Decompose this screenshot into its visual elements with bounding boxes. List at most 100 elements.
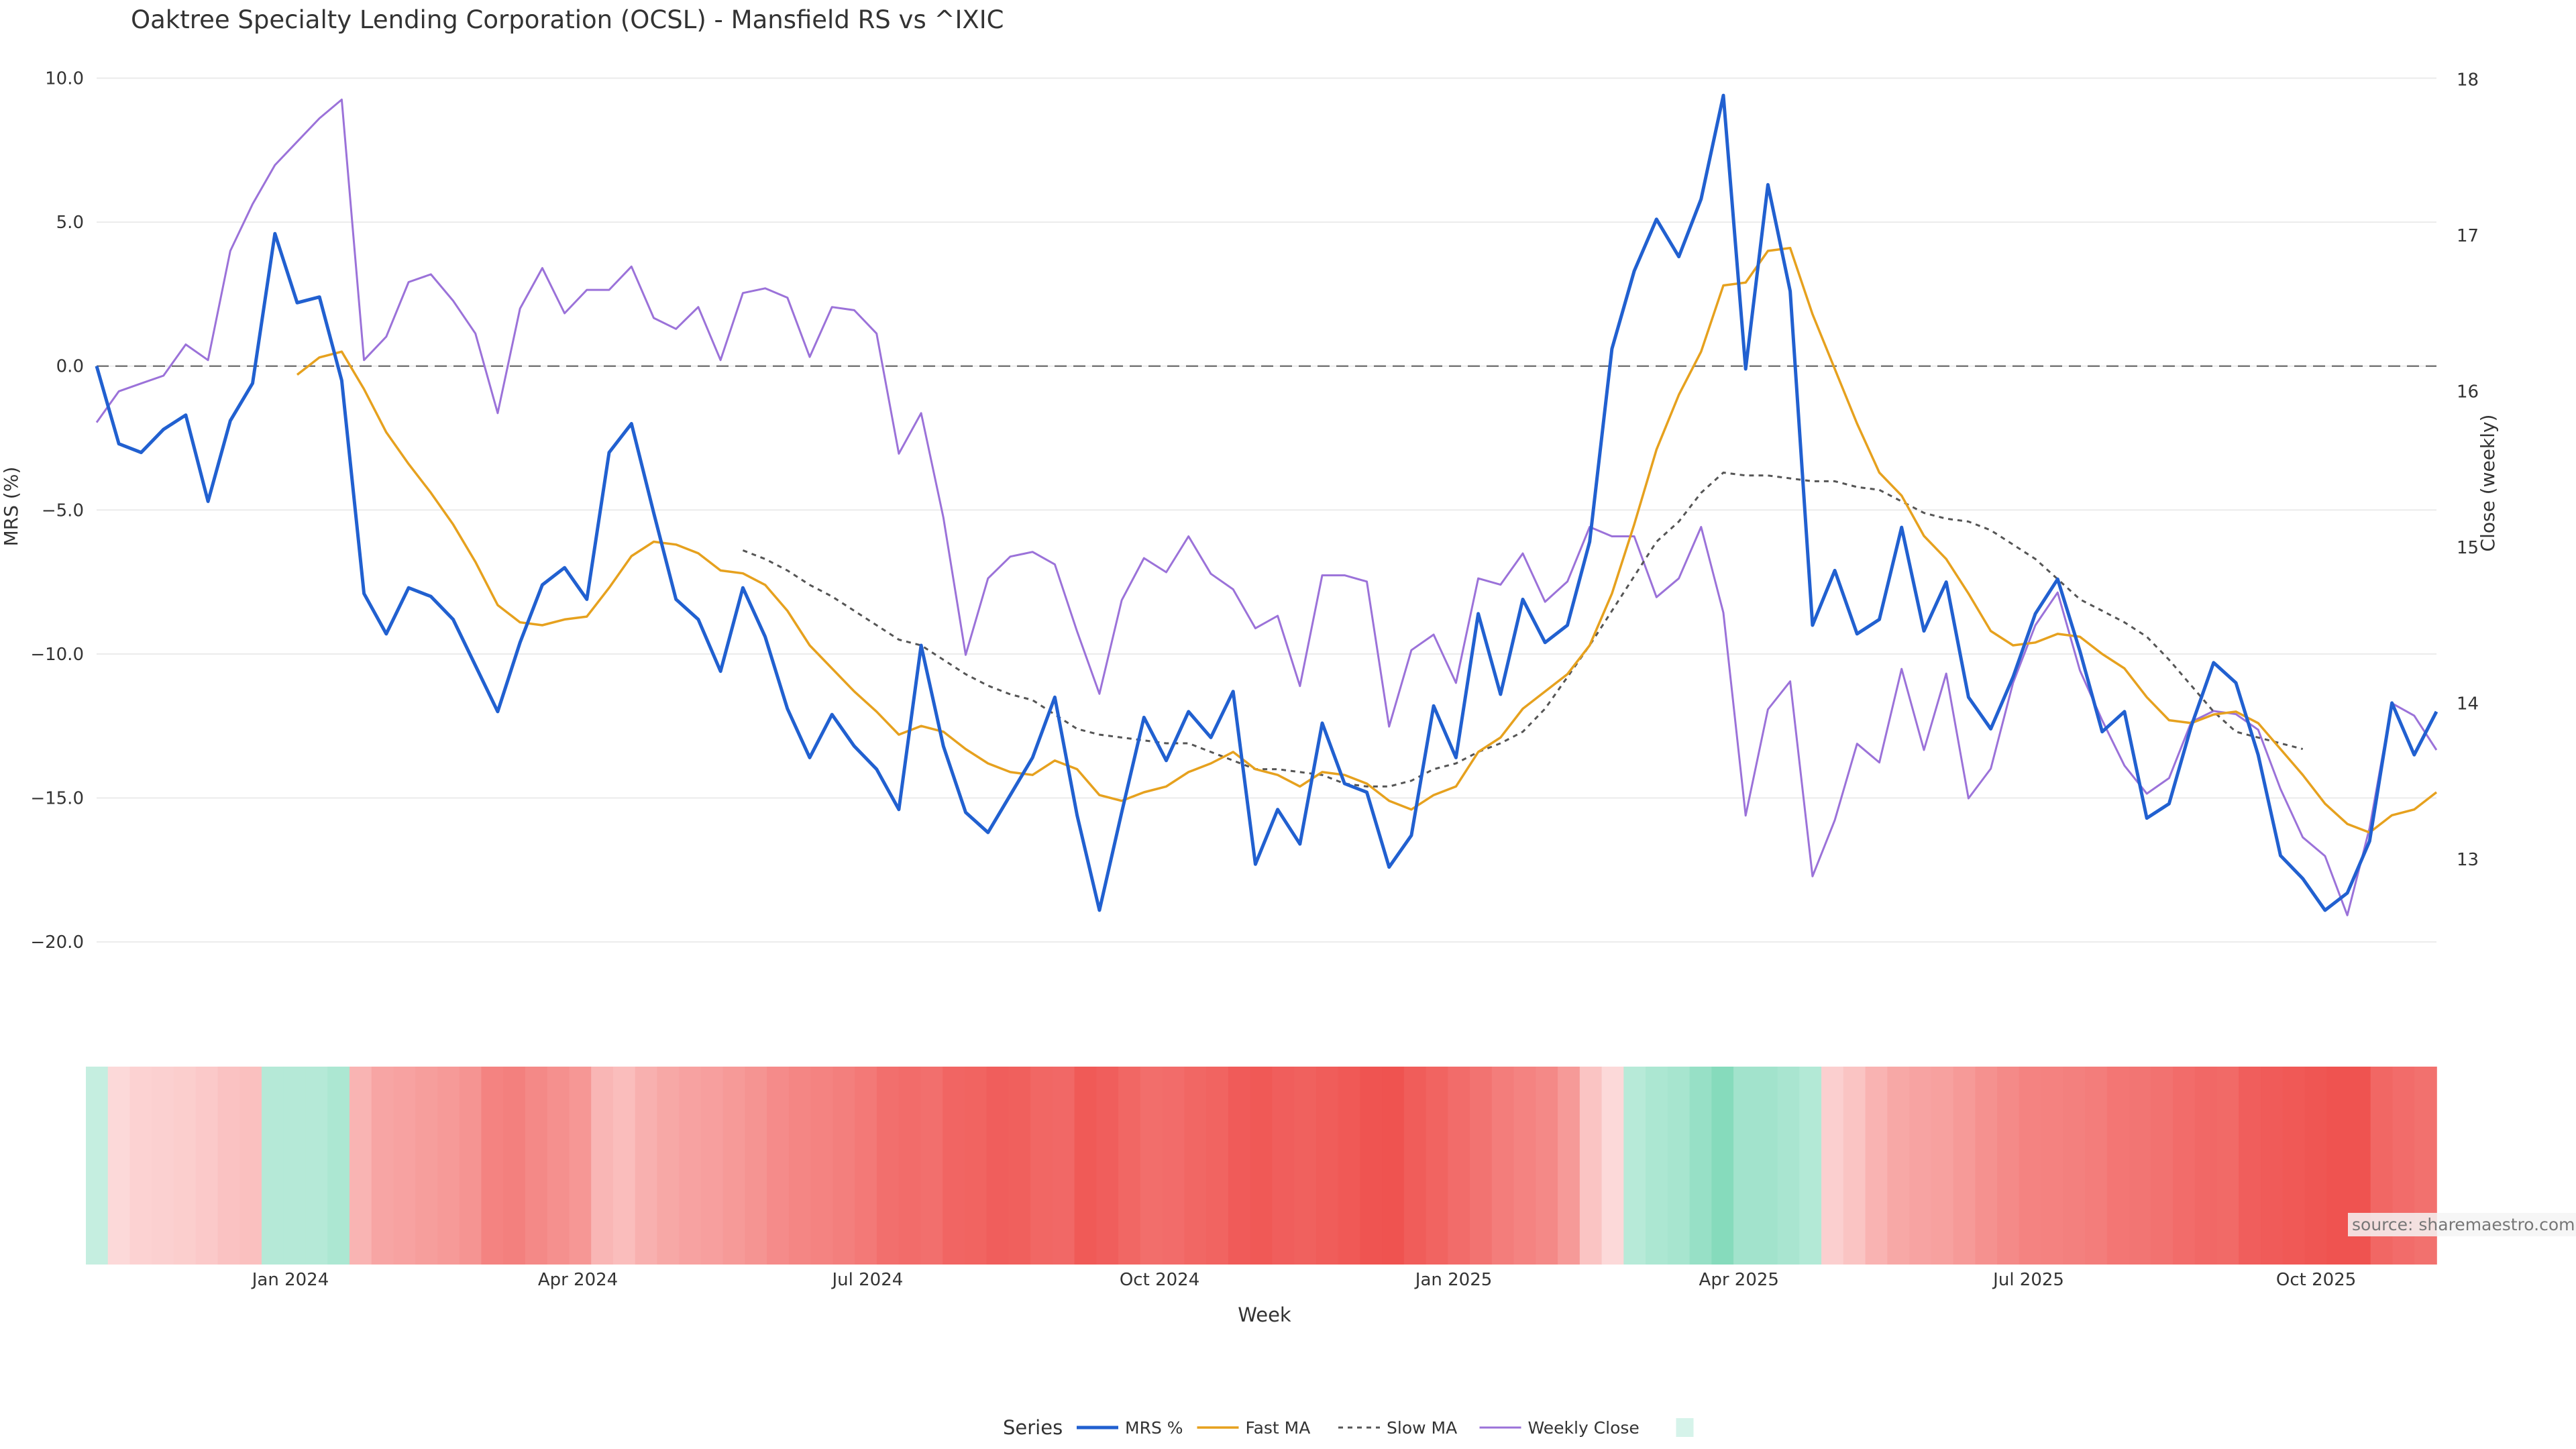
heatmap-cell xyxy=(437,1067,460,1265)
heatmap-cell xyxy=(2216,1067,2240,1265)
heatmap-cell xyxy=(1601,1067,1625,1265)
heatmap-cell xyxy=(1118,1067,1141,1265)
y2-axis-label: Close (weekly) xyxy=(2477,415,2499,552)
x-tick-label: Apr 2025 xyxy=(1699,1270,1779,1290)
heatmap-cell xyxy=(1997,1067,2020,1265)
heatmap-cell xyxy=(195,1067,219,1265)
heatmap-cell xyxy=(283,1067,307,1265)
heatmap-cell xyxy=(1250,1067,1273,1265)
heatmap-cell xyxy=(1096,1067,1119,1265)
heatmap-cell xyxy=(920,1067,943,1265)
heatmap-cell xyxy=(393,1067,417,1265)
y2-axis-ticks: 18 17 16 15 14 13 xyxy=(2457,70,2479,870)
legend-heatmap-swatch xyxy=(1676,1418,1694,1437)
heatmap-cell xyxy=(1162,1067,1185,1265)
heatmap-cell xyxy=(525,1067,548,1265)
heatmap-cell xyxy=(1865,1067,1888,1265)
heatmap-cell xyxy=(2151,1067,2174,1265)
heatmap-cell xyxy=(1667,1067,1690,1265)
heatmap-cell xyxy=(2261,1067,2284,1265)
heatmap-cell xyxy=(547,1067,570,1265)
mrs-line xyxy=(95,93,2438,912)
heatmap-cell xyxy=(1843,1067,1866,1265)
heatmap-cell xyxy=(788,1067,812,1265)
fast-ma-line xyxy=(296,246,2438,834)
heatmap-cell xyxy=(1777,1067,1801,1265)
x-axis-label: Week xyxy=(1238,1303,1291,1326)
x-tick-label: Oct 2024 xyxy=(1120,1270,1199,1290)
heatmap-cell xyxy=(1513,1067,1537,1265)
heatmap-cell xyxy=(1711,1067,1734,1265)
heatmap-cell xyxy=(1338,1067,1361,1265)
x-tick-label: Jul 2024 xyxy=(830,1270,903,1290)
heatmap-cell xyxy=(1646,1067,1668,1265)
heatmap-cell xyxy=(767,1067,790,1265)
heatmap-cell xyxy=(1426,1067,1449,1265)
heatmap-cell xyxy=(1953,1067,1976,1265)
heatmap-cell xyxy=(1052,1067,1075,1265)
heatmap-cell xyxy=(129,1067,153,1265)
heatmap-cell xyxy=(657,1067,680,1265)
heatmap-cell xyxy=(2194,1067,2218,1265)
heatmap-cell xyxy=(415,1067,438,1265)
heatmap-cell xyxy=(1689,1067,1713,1265)
heatmap-cell xyxy=(327,1067,350,1265)
y-tick-label: −20.0 xyxy=(30,932,84,953)
heatmap-cell xyxy=(855,1067,877,1265)
heatmap-cell xyxy=(1821,1067,1844,1265)
heatmap-cell xyxy=(1074,1067,1097,1265)
heatmap-cell xyxy=(1184,1067,1207,1265)
x-tick-label: Jan 2024 xyxy=(251,1270,329,1290)
heatmap-cell xyxy=(305,1067,329,1265)
y2-tick-label: 16 xyxy=(2457,382,2479,402)
heatmap-cell xyxy=(833,1067,855,1265)
series-lines xyxy=(95,93,2438,916)
y-axis-ticks: 10.0 5.0 0.0 −5.0 −10.0 −15.0 −20.0 xyxy=(30,68,84,953)
heatmap-cell xyxy=(1272,1067,1295,1265)
heatmap-cell xyxy=(745,1067,767,1265)
heatmap-cell xyxy=(876,1067,900,1265)
heatmap-cell xyxy=(591,1067,614,1265)
x-tick-label: Jan 2025 xyxy=(1414,1270,1493,1290)
heatmap-cell xyxy=(700,1067,724,1265)
heatmap-cell xyxy=(2282,1067,2306,1265)
heatmap-cell xyxy=(239,1067,262,1265)
heatmap-cell xyxy=(1316,1067,1339,1265)
heatmap-cell xyxy=(1558,1067,1580,1265)
heatmap-cell xyxy=(810,1067,834,1265)
heatmap-cell xyxy=(152,1067,174,1265)
heatmap-cell xyxy=(1755,1067,1778,1265)
heatmap-cell xyxy=(569,1067,592,1265)
heatmap-cell xyxy=(679,1067,702,1265)
heatmap-cell xyxy=(1931,1067,1954,1265)
y2-tick-label: 17 xyxy=(2457,226,2479,246)
heatmap-cell xyxy=(898,1067,922,1265)
heatmap-cell xyxy=(173,1067,197,1265)
chart-title: Oaktree Specialty Lending Corporation (O… xyxy=(131,5,1004,34)
heatmap-cell xyxy=(1403,1067,1427,1265)
heatmap-cell xyxy=(2106,1067,2130,1265)
source-label: source: sharemaestro.com xyxy=(2348,1213,2576,1236)
weekly-close-line xyxy=(95,99,2438,916)
y-tick-label: −5.0 xyxy=(42,500,84,521)
gridlines xyxy=(97,77,2436,943)
y2-tick-label: 15 xyxy=(2457,538,2479,558)
heatmap-cell xyxy=(943,1067,965,1265)
heatmap-cell xyxy=(1887,1067,1910,1265)
x-tick-label: Apr 2024 xyxy=(538,1270,618,1290)
heatmap-cell xyxy=(1799,1067,1822,1265)
heatmap-cell xyxy=(1733,1067,1756,1265)
heatmap-cell xyxy=(2019,1067,2042,1265)
y-tick-label: 0.0 xyxy=(56,357,84,377)
heatmap-cell xyxy=(459,1067,482,1265)
heatmap-cell xyxy=(1030,1067,1053,1265)
heatmap-cell xyxy=(1294,1067,1317,1265)
heatmap-cell xyxy=(635,1067,658,1265)
y2-tick-label: 14 xyxy=(2457,694,2479,714)
heatmap-cell xyxy=(964,1067,987,1265)
legend: Series MRS % Fast MA Slow MA Weekly Close xyxy=(1003,1416,1694,1439)
heatmap-cell xyxy=(1206,1067,1229,1265)
heatmap-cell xyxy=(1448,1067,1470,1265)
heatmap-cell xyxy=(2063,1067,2086,1265)
heatmap-cell xyxy=(2173,1067,2196,1265)
